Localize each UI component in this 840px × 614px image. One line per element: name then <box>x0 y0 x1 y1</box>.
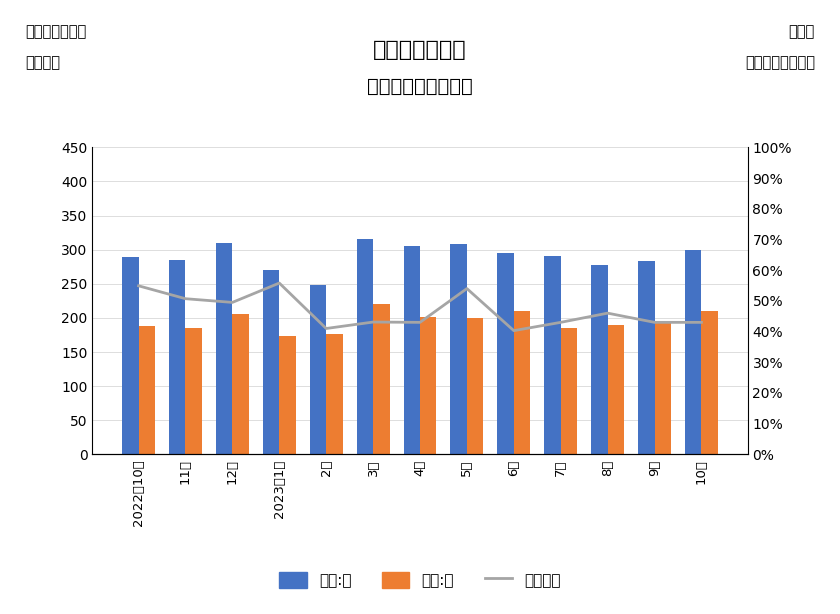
Bar <box>685 250 701 454</box>
Bar <box>420 317 437 454</box>
Bar <box>403 246 420 454</box>
Bar <box>279 336 296 454</box>
Bar <box>233 314 249 454</box>
Bar <box>654 323 671 454</box>
Bar <box>169 260 186 454</box>
Bar <box>186 328 202 454</box>
Text: （千円）: （千円） <box>25 55 60 70</box>
Text: 坪単価売上税別: 坪単価売上税別 <box>25 25 87 39</box>
Bar <box>450 244 467 454</box>
Text: 坪単価売上平均: 坪単価売上平均 <box>373 40 467 60</box>
Bar <box>607 325 624 454</box>
Bar <box>373 305 390 454</box>
Bar <box>638 260 654 454</box>
Bar <box>263 270 279 454</box>
Bar <box>122 257 139 454</box>
Bar <box>139 326 155 454</box>
Bar <box>514 311 530 454</box>
Text: 多対少比較（％）: 多対少比較（％） <box>745 55 815 70</box>
Bar <box>310 285 326 454</box>
Bar <box>216 243 233 454</box>
Bar <box>357 239 373 454</box>
Bar <box>326 334 343 454</box>
Bar <box>701 311 718 454</box>
Text: 口コミ件数の多少別: 口コミ件数の多少別 <box>367 77 473 96</box>
Bar <box>561 328 577 454</box>
Bar <box>467 318 483 454</box>
Bar <box>497 253 514 454</box>
Bar <box>544 256 561 454</box>
Text: 口コミ: 口コミ <box>789 25 815 39</box>
Bar <box>591 265 607 454</box>
Legend: 全部:多, 全部:少, 差（％）: 全部:多, 全部:少, 差（％） <box>273 566 567 594</box>
